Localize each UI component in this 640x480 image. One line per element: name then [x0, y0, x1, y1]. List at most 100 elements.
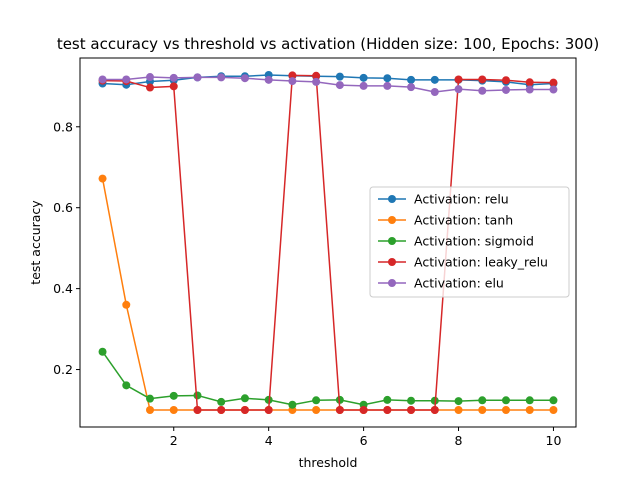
data-point — [146, 73, 155, 82]
data-point — [169, 391, 178, 400]
x-axis-label: threshold — [299, 455, 358, 470]
data-point — [383, 406, 392, 415]
data-point — [240, 74, 249, 83]
data-point — [549, 396, 558, 405]
data-point — [454, 406, 463, 415]
data-point — [146, 406, 155, 415]
data-point — [240, 394, 249, 403]
legend: Activation: relu Activation: tanh Activati… — [369, 186, 570, 298]
data-point — [525, 396, 534, 405]
data-point — [501, 396, 510, 405]
data-point — [549, 85, 558, 94]
data-point — [478, 396, 487, 405]
data-point — [169, 73, 178, 82]
legend-label: Activation: sigmoid — [414, 234, 534, 249]
data-point — [264, 406, 273, 415]
legend-label: Activation: relu — [414, 192, 509, 207]
data-point — [217, 406, 226, 415]
data-point — [98, 75, 107, 84]
legend-label: Activation: leaky_relu — [414, 255, 548, 270]
data-point — [407, 83, 416, 92]
legend-marker — [388, 258, 396, 266]
data-point — [193, 73, 202, 82]
legend-label: Activation: elu — [414, 276, 504, 291]
data-point — [288, 71, 297, 80]
data-point — [501, 85, 510, 94]
data-point — [217, 397, 226, 406]
x-tick-label: 4 — [265, 433, 273, 448]
x-tick-label: 10 — [546, 433, 562, 448]
data-point — [335, 81, 344, 90]
data-point — [335, 406, 344, 415]
data-point — [478, 75, 487, 84]
data-point — [478, 406, 487, 415]
data-point — [288, 400, 297, 409]
y-axis-label: test accuracy — [28, 200, 43, 285]
data-point — [359, 81, 368, 90]
legend-marker — [388, 279, 396, 287]
data-point — [478, 86, 487, 95]
plot-frame — [79, 57, 577, 428]
y-tick-label: 0.8 — [53, 119, 73, 134]
data-point — [430, 87, 439, 96]
legend-item: Activation: tanh — [378, 213, 513, 228]
data-point — [312, 71, 321, 80]
data-point — [430, 75, 439, 84]
data-point — [193, 391, 202, 400]
data-point — [501, 76, 510, 85]
series-3 — [98, 347, 558, 409]
data-point — [359, 406, 368, 415]
chart-title: test accuracy vs threshold vs activation… — [57, 35, 599, 53]
data-point — [98, 347, 107, 356]
data-point — [288, 77, 297, 86]
data-point — [312, 406, 321, 415]
legend-item: Activation: sigmoid — [378, 234, 534, 249]
data-point — [430, 406, 439, 415]
legend-marker — [388, 237, 396, 245]
data-point — [549, 78, 558, 87]
data-point — [98, 174, 107, 183]
legend-item: Activation: relu — [378, 192, 509, 207]
data-point — [454, 397, 463, 406]
x-axis: 2 4 6 8 10 — [170, 427, 562, 448]
data-point — [407, 396, 416, 405]
data-point — [122, 75, 131, 84]
data-point — [169, 406, 178, 415]
legend-item: Activation: leaky_relu — [378, 255, 548, 270]
series-5 — [98, 73, 558, 96]
data-point — [335, 72, 344, 81]
data-point — [407, 75, 416, 84]
legend-item: Activation: elu — [378, 276, 504, 291]
data-point — [217, 73, 226, 82]
data-point — [146, 83, 155, 92]
data-point — [383, 81, 392, 90]
y-tick-label: 0.2 — [53, 362, 73, 377]
data-point — [122, 300, 131, 309]
y-tick-label: 0.4 — [53, 281, 73, 296]
data-point — [312, 77, 321, 86]
x-tick-label: 8 — [455, 433, 463, 448]
data-point — [383, 395, 392, 404]
data-point — [312, 396, 321, 405]
data-point — [240, 406, 249, 415]
data-point — [525, 78, 534, 87]
data-point — [525, 85, 534, 94]
data-point — [454, 75, 463, 84]
data-point — [501, 406, 510, 415]
series-4 — [98, 71, 558, 415]
data-point — [525, 406, 534, 415]
data-point — [383, 74, 392, 83]
legend-label: Activation: tanh — [414, 213, 513, 228]
x-tick-label: 2 — [170, 433, 178, 448]
legend-marker — [388, 216, 396, 224]
data-point — [549, 406, 558, 415]
data-point — [122, 381, 131, 390]
data-point — [407, 406, 416, 415]
y-axis: 0.2 0.4 0.6 0.8 — [53, 119, 80, 377]
data-point — [146, 394, 155, 403]
legend-marker — [388, 195, 396, 203]
legend-box — [369, 186, 570, 298]
data-point — [264, 75, 273, 84]
data-point — [169, 82, 178, 91]
